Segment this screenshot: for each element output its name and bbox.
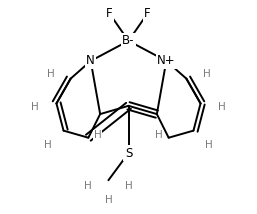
Text: H: H [85, 181, 92, 191]
Text: H: H [203, 69, 210, 79]
Text: H: H [94, 130, 102, 140]
Text: H: H [47, 69, 54, 79]
Text: N+: N+ [157, 54, 176, 67]
Text: H: H [105, 195, 112, 205]
Text: N: N [86, 54, 95, 67]
Text: H: H [155, 130, 163, 140]
Text: F: F [106, 7, 113, 20]
Text: F: F [144, 7, 151, 20]
Text: B-: B- [122, 34, 135, 47]
Text: S: S [125, 147, 132, 160]
Text: H: H [205, 140, 213, 150]
Text: H: H [31, 102, 39, 112]
Text: H: H [44, 140, 52, 150]
Text: H: H [125, 181, 132, 191]
Text: H: H [218, 102, 226, 112]
